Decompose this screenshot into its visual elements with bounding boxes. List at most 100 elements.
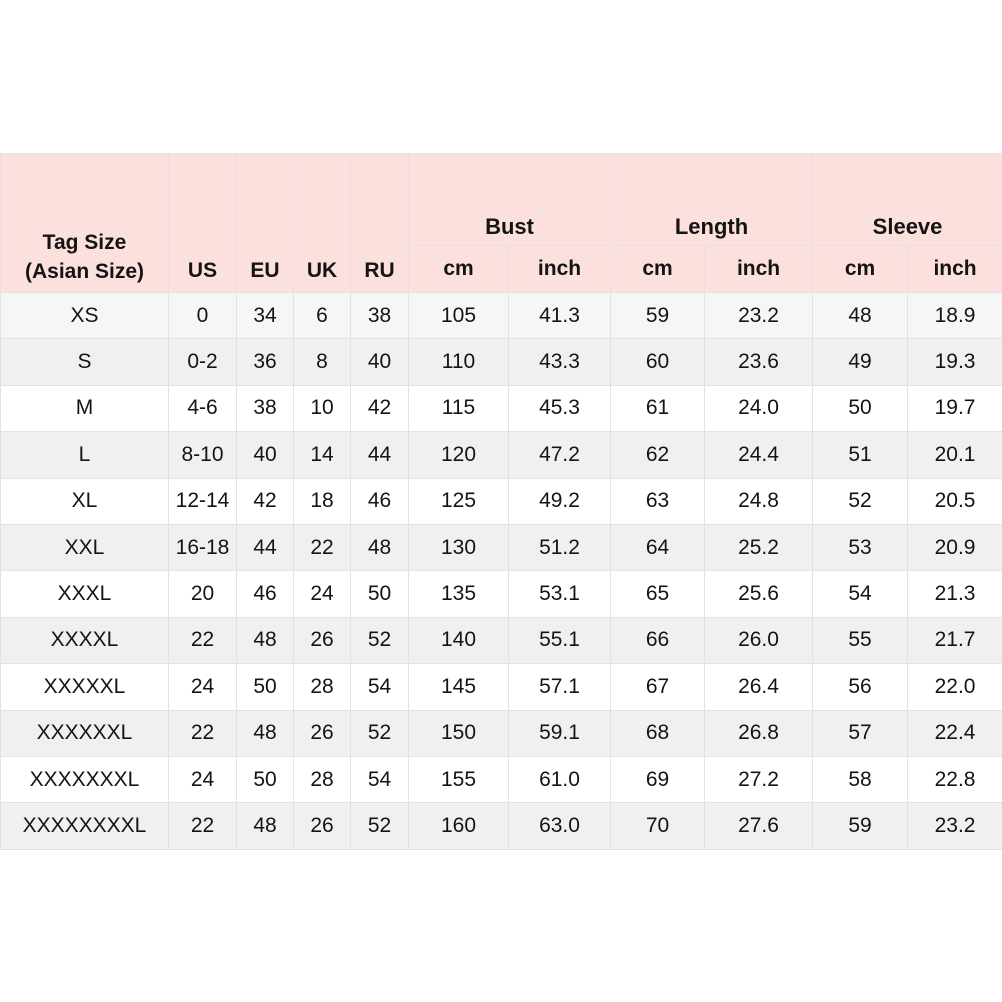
cell-value: 20.9: [907, 523, 1002, 572]
cell-value: 40: [350, 338, 409, 386]
cell-value: 135: [408, 570, 509, 618]
cell-value: 54: [350, 663, 409, 711]
cell-tag-size: XXXXXXXL: [0, 755, 169, 804]
table-row: XXXXL 22 48 26 52 140 55.1 66 26.0 55 21.7: [0, 616, 1002, 665]
cell-value: 40: [236, 431, 294, 479]
cell-value: 36: [236, 338, 294, 386]
cell-value: 19.3: [907, 338, 1002, 386]
cell-value: 50: [236, 663, 294, 711]
cell-value: 24.0: [704, 384, 814, 433]
cell-value: 50: [236, 755, 294, 804]
size-chart-table-wrap: Tag Size (Asian Size) US EU UK RU Bust L…: [0, 153, 1002, 850]
header-sleeve-cm: cm: [812, 245, 909, 293]
cell-value: 52: [812, 477, 909, 525]
cell-value: 63: [610, 477, 706, 525]
header-group-bust: Bust: [407, 153, 612, 246]
header-tag-size: Tag Size (Asian Size): [0, 153, 169, 293]
cell-tag-size: XXXXXL: [0, 663, 169, 711]
cell-value: 24: [293, 570, 351, 618]
cell-value: 12-14: [168, 477, 237, 525]
cell-value: 48: [350, 523, 409, 572]
cell-value: 67: [610, 663, 706, 711]
cell-value: 24: [168, 663, 237, 711]
cell-value: 10: [293, 384, 351, 433]
table-row: XS 0 34 6 38 105 41.3 59 23.2 48 18.9: [0, 291, 1002, 340]
cell-value: 25.2: [704, 523, 814, 572]
cell-value: 18.9: [907, 291, 1002, 340]
cell-value: 53: [812, 523, 909, 572]
cell-value: 46: [350, 477, 409, 525]
cell-value: 59: [610, 291, 706, 340]
table-row: XXXXXXXL 24 50 28 54 155 61.0 69 27.2 58 22.8: [0, 755, 1002, 804]
cell-value: 145: [408, 663, 509, 711]
cell-value: 41.3: [507, 291, 612, 340]
table-row: XXXXXXL 22 48 26 52 150 59.1 68 26.8 57 22.4: [0, 709, 1002, 757]
cell-value: 14: [293, 431, 351, 479]
cell-tag-size: M: [0, 384, 169, 433]
cell-value: 42: [350, 384, 409, 433]
cell-value: 8-10: [168, 431, 237, 479]
table-row: L 8-10 40 14 44 120 47.2 62 24.4 51 20.1: [0, 431, 1002, 479]
cell-value: 22.8: [907, 755, 1002, 804]
cell-value: 125: [408, 477, 509, 525]
cell-value: 47.2: [507, 431, 612, 479]
cell-tag-size: XXL: [0, 523, 169, 572]
cell-value: 56: [812, 663, 909, 711]
cell-tag-size: XXXL: [0, 570, 169, 618]
header-group-sleeve: Sleeve: [812, 153, 1002, 246]
cell-tag-size: S: [0, 338, 169, 386]
cell-tag-size: XS: [0, 291, 169, 340]
cell-value: 18: [293, 477, 351, 525]
cell-value: 55.1: [507, 616, 612, 665]
cell-value: 68: [610, 709, 706, 757]
cell-value: 6: [293, 291, 351, 340]
cell-value: 22.0: [907, 663, 1002, 711]
cell-value: 0-2: [168, 338, 237, 386]
cell-value: 38: [236, 384, 294, 433]
cell-value: 63.0: [507, 802, 612, 850]
cell-tag-size: XXXXXXXXL: [0, 802, 169, 850]
cell-value: 48: [236, 616, 294, 665]
table-row: XXL 16-18 44 22 48 130 51.2 64 25.2 53 20.9: [0, 523, 1002, 572]
cell-value: 52: [350, 709, 409, 757]
cell-value: 22: [168, 709, 237, 757]
cell-value: 48: [236, 802, 294, 850]
table-row: M 4-6 38 10 42 115 45.3 61 24.0 50 19.7: [0, 384, 1002, 433]
cell-value: 26: [293, 802, 351, 850]
table-header: Tag Size (Asian Size) US EU UK RU Bust L…: [0, 153, 1002, 293]
header-sub-row: cm inch cm inch cm inch: [1, 245, 1002, 293]
cell-value: 61: [610, 384, 706, 433]
cell-value: 34: [236, 291, 294, 340]
cell-value: 49: [812, 338, 909, 386]
header-bust-cm: cm: [408, 245, 509, 293]
cell-value: 55: [812, 616, 909, 665]
cell-value: 23.2: [704, 291, 814, 340]
header-length-cm: cm: [610, 245, 706, 293]
cell-value: 22: [168, 802, 237, 850]
cell-value: 28: [293, 663, 351, 711]
cell-value: 27.2: [704, 755, 814, 804]
cell-value: 52: [350, 802, 409, 850]
cell-value: 105: [408, 291, 509, 340]
cell-value: 42: [236, 477, 294, 525]
cell-value: 24: [168, 755, 237, 804]
cell-value: 26.0: [704, 616, 814, 665]
header-tag-size-line2: (Asian Size): [24, 259, 145, 283]
cell-value: 27.6: [704, 802, 814, 850]
cell-value: 20.1: [907, 431, 1002, 479]
cell-value: 25.6: [704, 570, 814, 618]
cell-value: 52: [350, 616, 409, 665]
cell-value: 24.4: [704, 431, 814, 479]
table-row: XL 12-14 42 18 46 125 49.2 63 24.8 52 20.5: [0, 477, 1002, 525]
cell-value: 21.7: [907, 616, 1002, 665]
cell-value: 20.5: [907, 477, 1002, 525]
table-row: XXXL 20 46 24 50 135 53.1 65 25.6 54 21.3: [0, 570, 1002, 618]
cell-value: 43.3: [507, 338, 612, 386]
cell-value: 0: [168, 291, 237, 340]
cell-value: 51: [812, 431, 909, 479]
cell-value: 38: [350, 291, 409, 340]
cell-tag-size: XXXXXXL: [0, 709, 169, 757]
cell-value: 70: [610, 802, 706, 850]
cell-value: 44: [236, 523, 294, 572]
